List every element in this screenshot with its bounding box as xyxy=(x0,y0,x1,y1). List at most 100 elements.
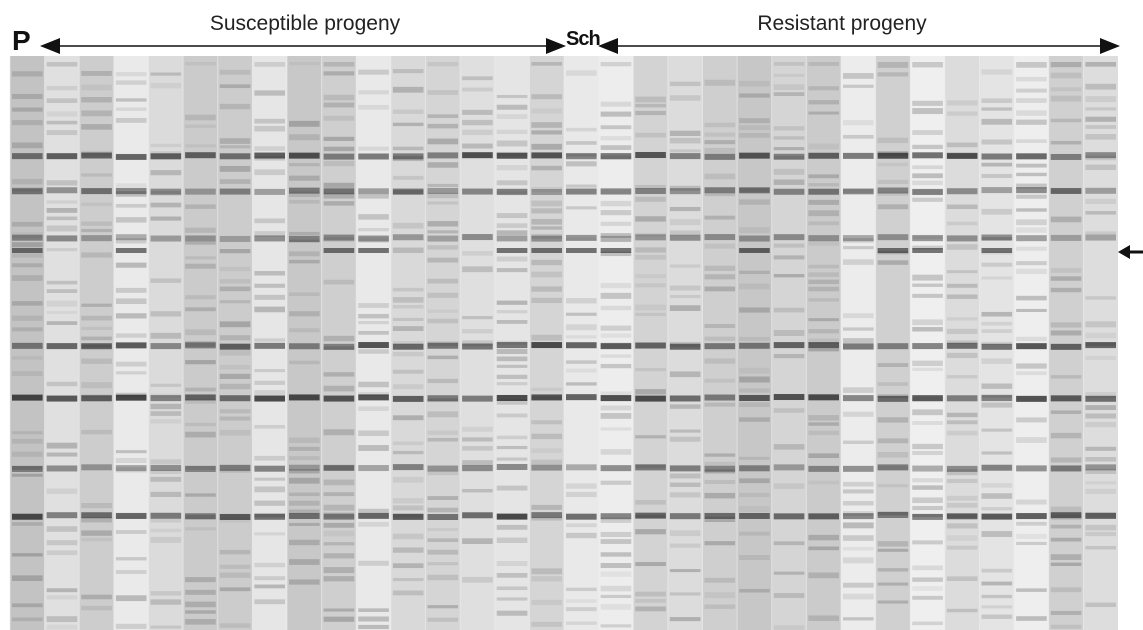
lane xyxy=(460,56,495,630)
minor-band xyxy=(427,257,459,263)
major-band xyxy=(254,465,285,472)
minor-band xyxy=(739,456,770,460)
minor-band xyxy=(808,183,839,187)
minor-band xyxy=(427,430,459,435)
minor-band xyxy=(981,605,1013,609)
minor-band xyxy=(635,389,666,395)
minor-band xyxy=(289,492,320,497)
minor-band xyxy=(150,311,182,317)
minor-band xyxy=(981,162,1013,167)
minor-band xyxy=(496,382,528,386)
major-band xyxy=(773,513,805,520)
major-band xyxy=(1085,234,1116,241)
major-band xyxy=(12,188,43,195)
minor-band xyxy=(843,259,874,265)
minor-band xyxy=(1085,116,1116,122)
minor-band xyxy=(1016,268,1047,275)
minor-band xyxy=(808,298,839,302)
minor-band xyxy=(600,594,632,599)
major-band xyxy=(358,512,389,519)
minor-band xyxy=(877,62,909,68)
minor-band xyxy=(808,534,839,541)
minor-band xyxy=(635,216,666,222)
minor-band xyxy=(358,69,389,75)
minor-band xyxy=(1016,533,1047,539)
major-band xyxy=(46,235,78,242)
minor-band xyxy=(981,262,1013,267)
minor-band xyxy=(289,231,320,236)
minor-band xyxy=(496,223,528,228)
minor-band xyxy=(46,86,78,91)
minor-band xyxy=(358,146,389,151)
minor-band xyxy=(773,62,805,66)
minor-band xyxy=(46,280,78,285)
major-band xyxy=(669,234,701,241)
minor-band xyxy=(843,327,874,331)
major-band xyxy=(600,153,632,160)
minor-band xyxy=(427,221,459,227)
minor-band xyxy=(1016,308,1047,313)
minor-band xyxy=(496,374,528,379)
minor-band xyxy=(219,145,251,149)
minor-band xyxy=(1050,562,1082,567)
minor-band xyxy=(150,278,182,283)
minor-band xyxy=(808,430,839,436)
minor-band xyxy=(46,550,78,556)
major-band xyxy=(115,394,147,401)
minor-band xyxy=(739,125,770,131)
minor-band xyxy=(981,483,1013,488)
minor-band xyxy=(773,179,805,185)
minor-band xyxy=(773,136,805,140)
minor-band xyxy=(704,286,736,292)
major-band xyxy=(739,512,770,519)
minor-band xyxy=(46,624,78,630)
major-band xyxy=(289,464,320,471)
minor-band xyxy=(1050,330,1082,336)
minor-band xyxy=(600,585,632,592)
minor-band xyxy=(531,459,562,465)
minor-band xyxy=(219,517,251,523)
major-band xyxy=(358,465,389,472)
minor-band xyxy=(323,201,355,206)
minor-band xyxy=(289,446,320,451)
minor-band xyxy=(600,136,632,141)
minor-band xyxy=(12,221,43,227)
minor-band xyxy=(1085,524,1116,531)
gel xyxy=(9,56,1118,630)
minor-band xyxy=(46,208,78,213)
major-band xyxy=(81,512,112,519)
minor-band xyxy=(704,516,736,523)
minor-band xyxy=(392,317,424,321)
minor-band xyxy=(669,149,701,153)
major-band xyxy=(81,464,112,471)
major-band xyxy=(81,395,112,402)
minor-band xyxy=(323,71,355,76)
minor-band xyxy=(843,489,874,494)
major-band xyxy=(323,153,355,160)
minor-band xyxy=(704,461,736,466)
minor-band xyxy=(81,382,112,389)
minor-band xyxy=(254,283,285,288)
minor-band xyxy=(1050,524,1082,529)
minor-band xyxy=(219,286,251,292)
minor-band xyxy=(704,336,736,341)
minor-band xyxy=(427,230,459,234)
minor-band xyxy=(912,108,943,115)
minor-band xyxy=(808,615,839,621)
minor-band xyxy=(1050,624,1082,629)
minor-band xyxy=(496,114,528,119)
major-band xyxy=(843,235,874,242)
major-band xyxy=(46,512,78,519)
minor-band xyxy=(808,100,839,105)
major-band xyxy=(773,188,805,195)
major-band xyxy=(1085,342,1116,349)
major-band xyxy=(427,342,459,349)
major-band xyxy=(704,465,736,472)
minor-band xyxy=(46,310,78,314)
major-band xyxy=(808,342,839,349)
minor-band xyxy=(669,185,701,191)
major-band xyxy=(877,464,909,471)
minor-band xyxy=(600,624,632,628)
major-band xyxy=(358,153,389,160)
minor-band xyxy=(635,254,666,260)
